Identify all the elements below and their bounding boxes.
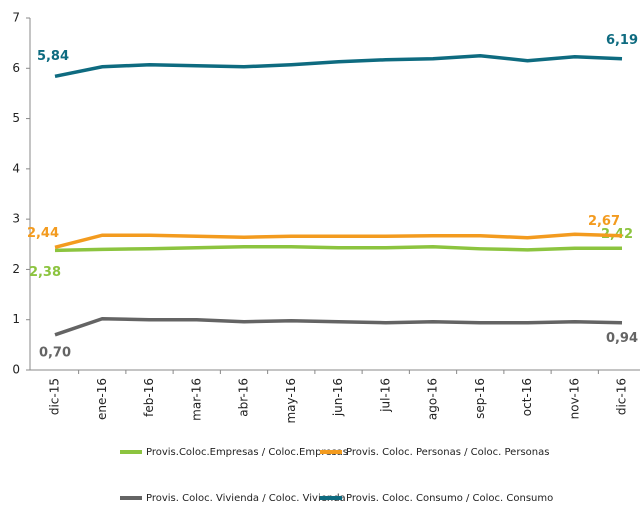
x-tick-label: oct-16: [520, 378, 534, 416]
data-label: 5,84: [37, 49, 69, 64]
x-tick-label: may-16: [284, 378, 298, 424]
series-line: [54, 232, 623, 249]
x-tick-label: feb-16: [142, 378, 156, 417]
legend-label: Provis. Coloc. Personas / Coloc. Persona…: [346, 447, 549, 458]
data-label: 2,38: [29, 265, 61, 280]
y-tick-label: 6: [12, 61, 20, 75]
data-label: 6,19: [606, 33, 638, 48]
x-tick-label: nov-16: [567, 378, 581, 419]
x-tick-label: jun-16: [331, 378, 345, 417]
legend-label: Provis. Coloc. Vivienda / Coloc. Viviend…: [146, 493, 346, 504]
x-tick-label: ene-16: [95, 378, 109, 420]
x-tick-label: dic-15: [48, 378, 62, 415]
x-tick-label: mar-16: [189, 378, 203, 421]
y-tick-label: 7: [12, 11, 20, 25]
x-tick-label: sep-16: [473, 378, 487, 419]
data-label: 0,70: [39, 345, 71, 360]
x-tick-label: jul-16: [378, 378, 392, 413]
series-line: [54, 245, 622, 253]
x-tick-label: ago-16: [426, 378, 440, 420]
x-tick-label: dic-16: [615, 378, 629, 415]
y-tick-label: 0: [12, 363, 20, 377]
y-tick-label: 5: [12, 111, 20, 125]
y-tick-label: 2: [12, 262, 20, 276]
data-label: 2,67: [588, 214, 620, 229]
data-label: 2,44: [27, 226, 59, 241]
legend-label: Provis.Coloc.Empresas / Coloc.Empresas: [146, 447, 348, 458]
data-label: 0,94: [606, 331, 638, 346]
x-tick-label: abr-16: [237, 378, 251, 417]
legend-label: Provis. Coloc. Consumo / Coloc. Consumo: [346, 493, 553, 504]
series-line: [54, 316, 623, 337]
y-tick-label: 4: [12, 161, 20, 175]
y-tick-label: 1: [12, 312, 20, 326]
series-line: [54, 53, 623, 79]
y-tick-label: 3: [12, 212, 20, 226]
